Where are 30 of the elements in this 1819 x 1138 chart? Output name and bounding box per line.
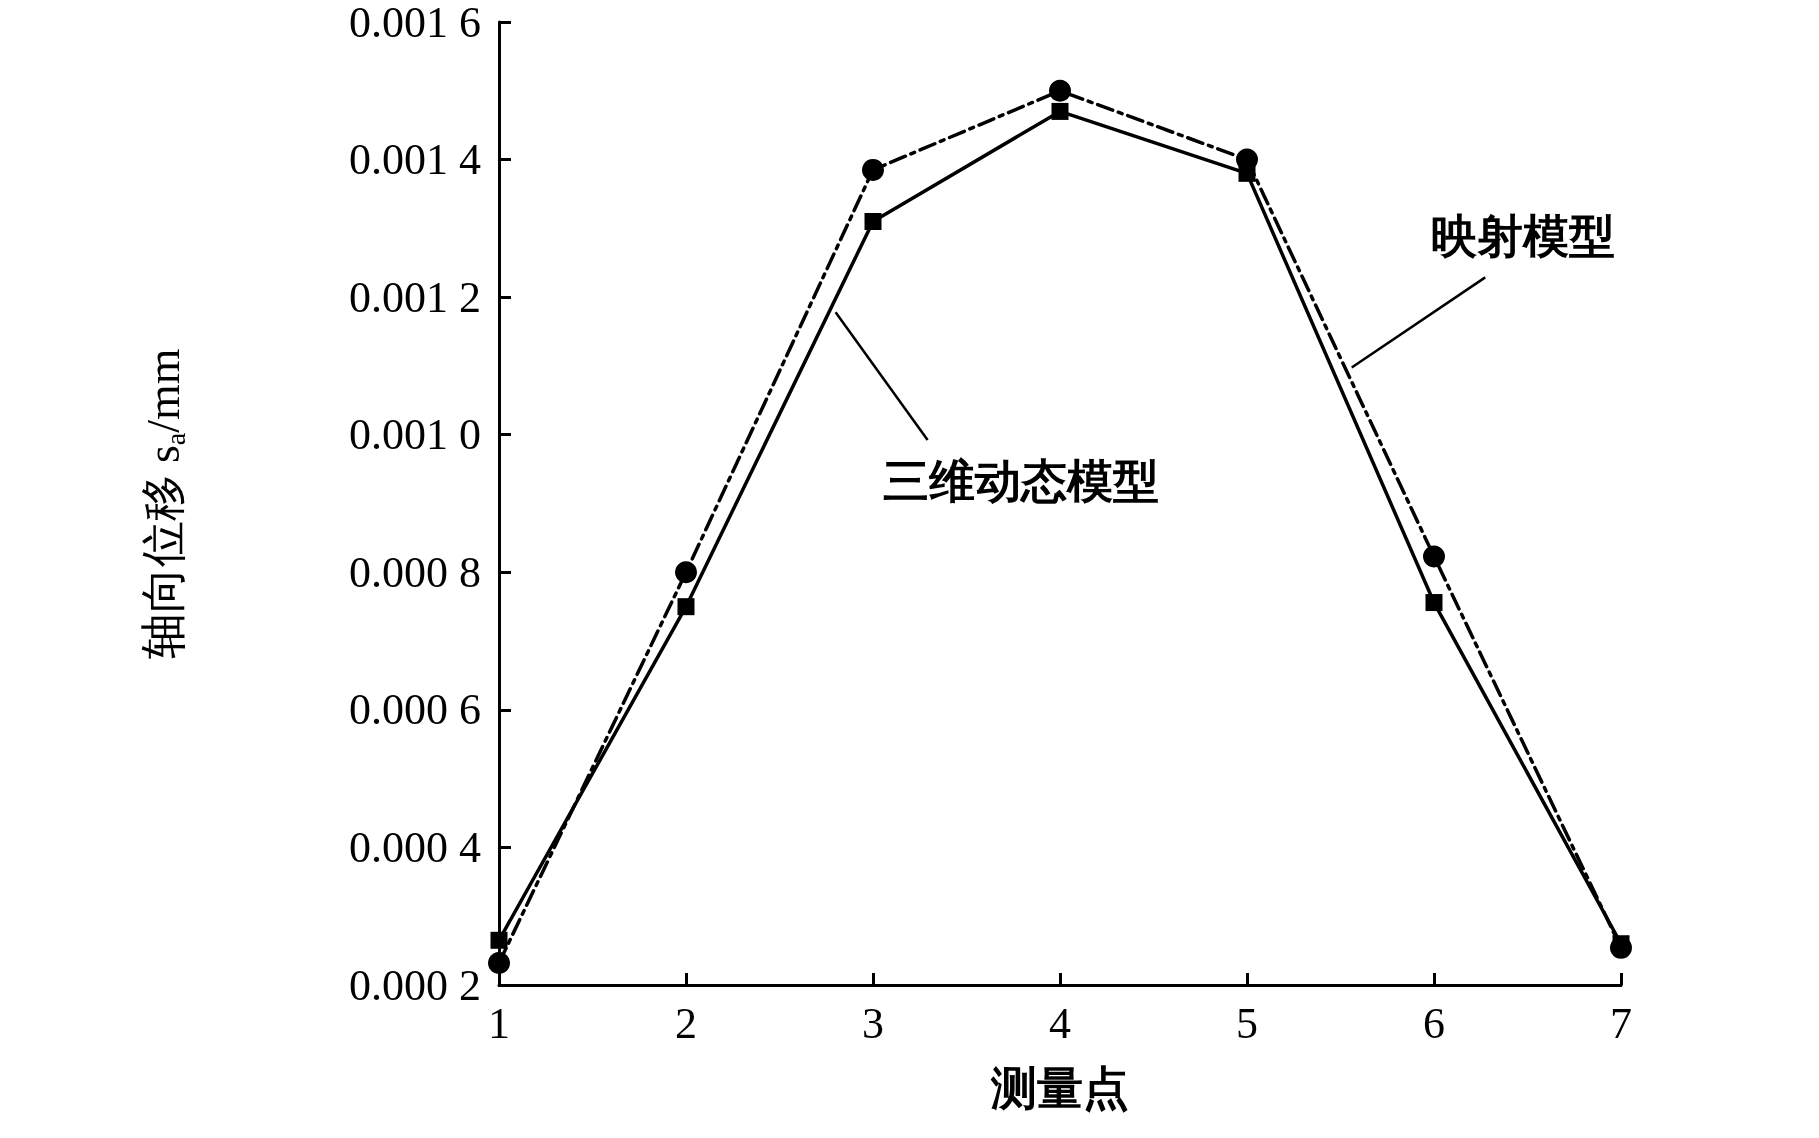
y-tick-label: 0.000 2 [349,960,481,1010]
point [1425,594,1443,612]
y-tick-label: 0.000 8 [349,547,481,597]
point [677,598,695,616]
point [490,931,508,949]
y-tick-label: 0.001 4 [349,135,481,185]
y-tick-label: 0.001 2 [349,272,481,322]
y-tick-label: 0.000 4 [349,822,481,872]
x-tick-label: 3 [862,998,884,1048]
x-axis-title: 测量点 [990,1062,1129,1114]
point [1238,164,1256,182]
point [1423,545,1445,568]
point [675,561,697,584]
text: 三维动态模型 [882,456,1159,508]
text: 映射模型 [1431,211,1616,263]
x-tick-label: 5 [1236,998,1258,1048]
x-tick-label: 7 [1610,998,1632,1048]
x-tick-label: 2 [675,998,697,1048]
x-tick-label: 1 [488,998,510,1048]
x-tick-label: 6 [1423,998,1445,1048]
point [488,951,510,974]
point [1051,102,1069,120]
point [864,212,882,230]
point [862,158,884,181]
point [1049,79,1071,102]
x-tick-label: 4 [1049,998,1071,1048]
y-tick-label: 0.001 0 [349,410,481,460]
y-axis-title: 轴向位移 sa/mm [137,348,191,659]
y-tick-label: 0.000 6 [349,685,481,735]
y-tick-label: 0.001 6 [349,0,481,47]
